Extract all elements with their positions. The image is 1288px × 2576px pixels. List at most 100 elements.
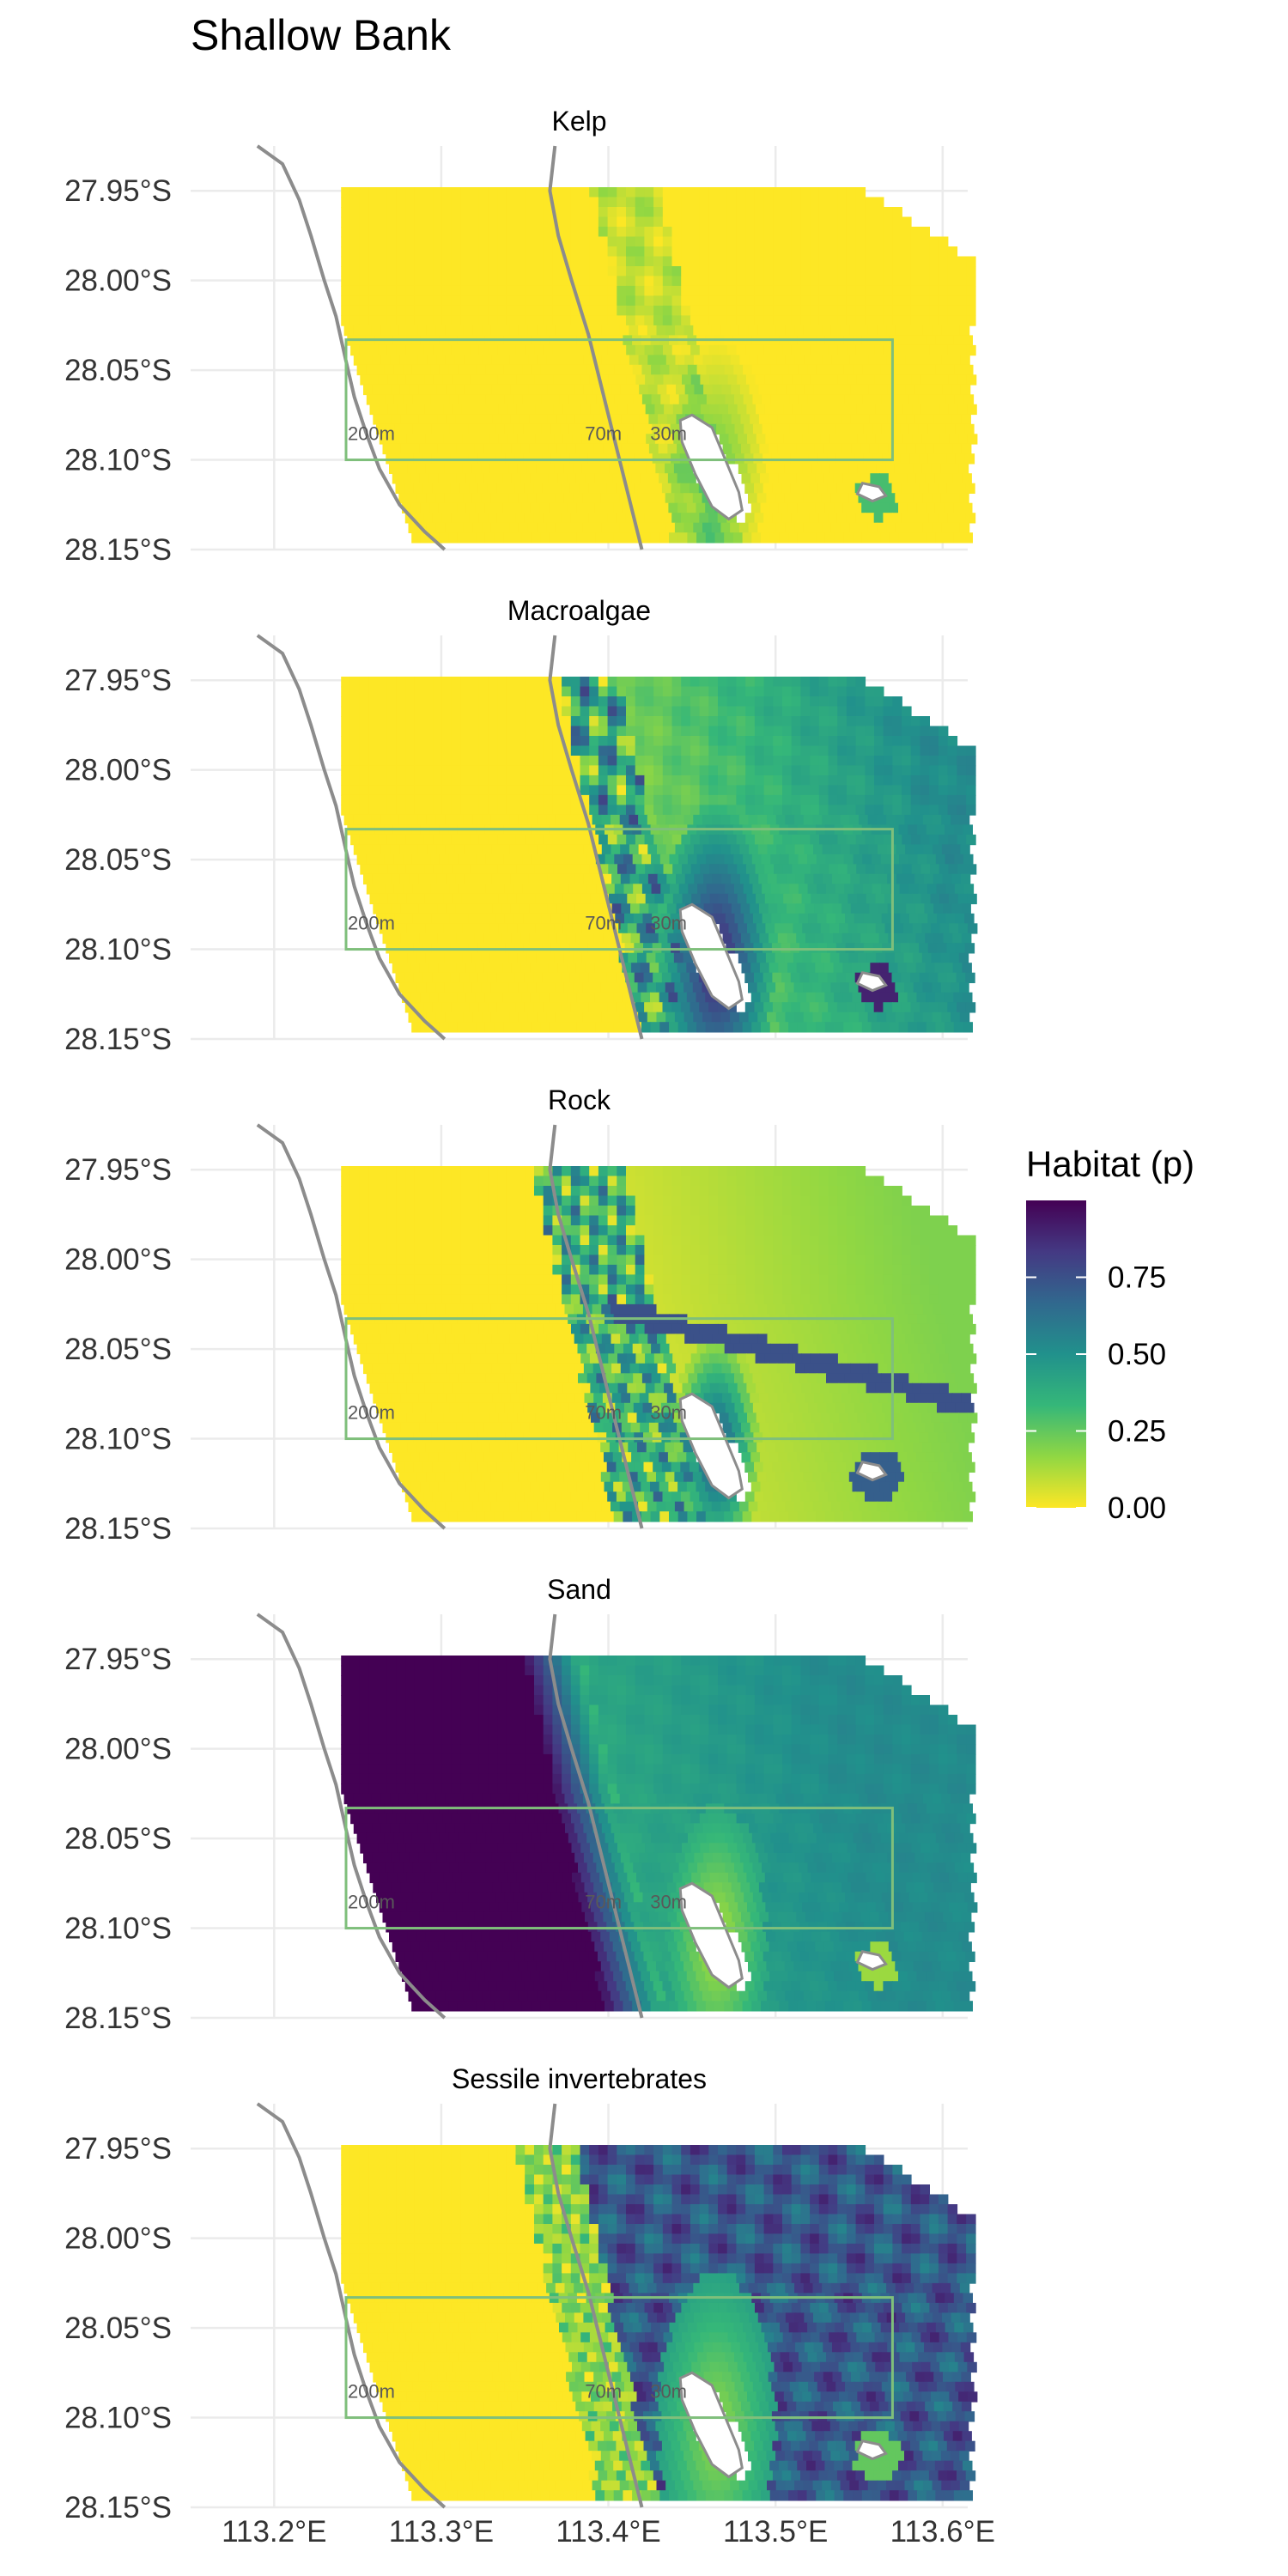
raster-cell [799, 913, 809, 925]
raster-cell [653, 197, 664, 208]
raster-cell [662, 756, 673, 767]
raster-cell [441, 716, 453, 727]
raster-cell [733, 364, 744, 376]
raster-cell [396, 765, 406, 776]
raster-cell [539, 963, 550, 974]
raster-cell [846, 305, 857, 317]
raster-cell [394, 913, 404, 925]
raster-cell [460, 765, 471, 776]
raster-cell [846, 1176, 857, 1187]
raster-cell [662, 726, 673, 737]
raster-cell [515, 736, 526, 747]
raster-cell [562, 923, 574, 934]
raster-cell [396, 756, 406, 767]
raster-cell [628, 463, 638, 474]
raster-cell [489, 434, 500, 445]
raster-cell [433, 686, 443, 697]
raster-cell [883, 775, 894, 787]
raster-cell [521, 1022, 532, 1033]
raster-cell [405, 765, 416, 776]
raster-cell [828, 236, 838, 247]
raster-cell [410, 992, 422, 1003]
raster-cell [837, 1186, 848, 1197]
raster-cell [396, 207, 406, 218]
raster-cell [736, 736, 746, 747]
raster-cell [644, 207, 654, 218]
raster-cell [644, 805, 654, 816]
raster-cell [963, 824, 973, 835]
raster-cell [626, 1186, 636, 1197]
raster-cell [460, 677, 471, 688]
raster-cell [476, 532, 486, 544]
raster-cell [573, 493, 584, 504]
raster-cell [403, 854, 413, 866]
raster-cell [368, 1186, 379, 1197]
raster-cell [341, 1215, 351, 1226]
raster-cell [647, 522, 658, 533]
raster-cell [501, 933, 513, 945]
raster-cell [580, 187, 590, 198]
raster-cell [769, 443, 779, 455]
raster-cell [865, 266, 875, 277]
raster-cell [514, 972, 526, 983]
raster-cell [470, 227, 480, 238]
raster-cell [782, 295, 793, 307]
raster-cell [470, 794, 480, 806]
raster-cell [902, 775, 912, 787]
raster-cell [818, 686, 829, 697]
raster-cell [534, 197, 544, 208]
raster-cell [773, 246, 783, 258]
raster-cell [800, 686, 811, 697]
raster-cell [959, 1012, 970, 1023]
raster-cell [651, 394, 662, 405]
raster-cell [947, 266, 958, 277]
raster-cell [359, 295, 370, 307]
raster-cell [818, 236, 829, 247]
raster-cell [760, 992, 770, 1003]
raster-cell [860, 414, 871, 425]
raster-cell [951, 903, 963, 914]
raster-cell [958, 463, 969, 474]
raster-cell [498, 923, 509, 934]
raster-cell [526, 893, 536, 905]
raster-cell [832, 903, 842, 914]
raster-cell [892, 315, 902, 326]
raster-cell [405, 716, 416, 727]
raster-cell [376, 913, 386, 925]
raster-cell [617, 227, 627, 238]
raster-cell [580, 696, 590, 708]
raster-cell [718, 745, 728, 756]
raster-cell [472, 814, 483, 826]
raster-cell [718, 207, 728, 218]
raster-cell [850, 903, 861, 914]
raster-cell [757, 325, 768, 337]
raster-cell [754, 227, 765, 238]
raster-cell [341, 207, 351, 218]
raster-cell [699, 696, 710, 708]
raster-cell [910, 765, 921, 776]
raster-cell [828, 785, 838, 796]
raster-cell [699, 276, 710, 287]
raster-cell [423, 726, 434, 737]
raster-cell [681, 266, 691, 277]
raster-cell [478, 726, 489, 737]
raster-cell [519, 384, 530, 396]
raster-cell [396, 305, 406, 317]
raster-cell [835, 394, 846, 405]
raster-cell [341, 1195, 351, 1206]
raster-cell [525, 686, 535, 697]
habitat-raster [341, 1166, 978, 1522]
raster-cell [762, 394, 772, 405]
raster-cell [874, 765, 884, 776]
raster-cell [671, 1176, 682, 1187]
raster-cell [510, 873, 520, 885]
raster-cell [960, 873, 971, 885]
raster-cell [552, 1186, 562, 1197]
contour-label: 70m [585, 913, 622, 934]
raster-cell [944, 992, 955, 1003]
raster-cell [874, 315, 884, 326]
raster-cell [410, 473, 421, 484]
raster-cell [653, 775, 664, 787]
raster-cell [947, 315, 958, 326]
raster-cell [515, 305, 526, 317]
